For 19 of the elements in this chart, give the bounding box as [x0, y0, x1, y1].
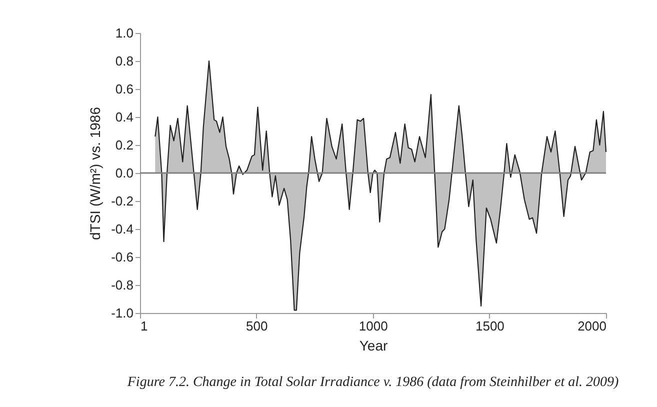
- y-axis-title: dTSI (W/m²) vs. 1986: [87, 106, 104, 240]
- y-tick-label: 0.6: [115, 82, 134, 96]
- x-tick-label: 1000: [358, 318, 388, 334]
- y-tick-label: -1.0: [111, 306, 134, 320]
- y-tick-label: 0.2: [115, 138, 134, 152]
- y-tick-label: 0.8: [115, 54, 134, 68]
- y-tick-label: -0.8: [111, 278, 134, 292]
- y-tick-label: -0.2: [111, 194, 134, 208]
- x-axis-title: Year: [359, 338, 388, 354]
- x-tick-label: 1: [140, 318, 148, 334]
- y-tick-label: -0.4: [111, 222, 134, 236]
- x-tick-label: 2000: [578, 318, 606, 334]
- y-tick-label: 0.4: [115, 110, 134, 124]
- caption: Figure 7.2. Change in Total Solar Irradiance v. 1986 (data from Steinhilber et al. 2009): [126, 375, 619, 390]
- y-tick-label: 1.0: [115, 26, 134, 40]
- y-tick-label: 0.0: [115, 166, 134, 180]
- y-tick-label: -0.6: [111, 250, 134, 264]
- x-tick-label: 500: [246, 318, 268, 334]
- x-tick-label: 1500: [475, 318, 504, 334]
